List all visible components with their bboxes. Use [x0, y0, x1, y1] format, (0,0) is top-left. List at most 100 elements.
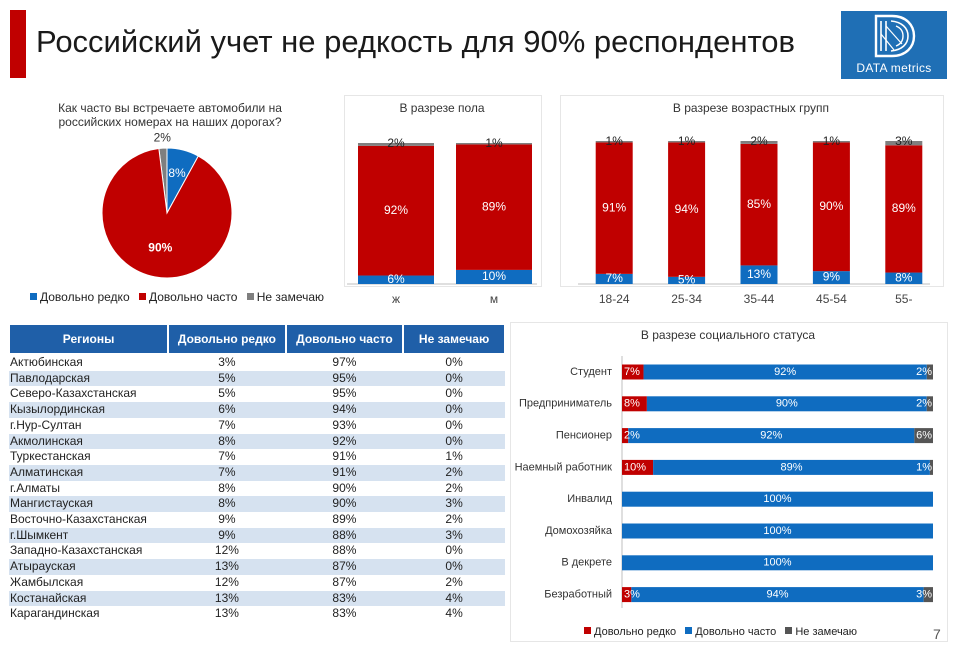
region-name-cell: Мангистауская	[9, 496, 169, 513]
pie-chart-title: Как часто вы встречаете автомобили на ро…	[58, 101, 282, 129]
bar-data-label: 90%	[776, 398, 798, 410]
legend-label-notice: Не замечаю	[795, 626, 858, 638]
logo-text: DATA metrics	[856, 61, 932, 75]
bar-segment	[885, 141, 923, 146]
value-cell: 0%	[403, 370, 505, 387]
table-row: Северо-Казахстанская 5% 95% 0%	[9, 386, 505, 402]
table-row: Алматинская 7% 91% 2%	[9, 464, 505, 481]
bar-segment	[622, 523, 933, 539]
region-name-cell: Павлодарская	[9, 370, 169, 387]
legend-swatch-notice	[785, 627, 793, 634]
region-name-cell: Кызылординская	[9, 402, 169, 418]
table-row: Карагандинская 13% 83% 4%	[9, 606, 505, 622]
value-cell: 8%	[168, 433, 286, 450]
x-tick-label: м	[490, 292, 498, 306]
y-tick-label: Инвалид	[567, 493, 612, 505]
value-cell: 91%	[332, 449, 357, 464]
page-title: Российский учет не редкость для 90% респ…	[36, 24, 796, 59]
value-cell: 4%	[445, 606, 463, 621]
pie-data-label: 90%	[148, 240, 172, 254]
pie-legend: Довольно редко Довольно часто Не замечаю	[30, 290, 330, 304]
bar-segment	[622, 587, 632, 603]
bar-data-label: 94%	[675, 202, 699, 216]
bar-segment	[358, 143, 434, 146]
col-header-often: Довольно часто	[284, 323, 405, 355]
bar-data-label: 9%	[823, 270, 841, 284]
value-cell: 0%	[445, 355, 463, 369]
x-tick-label: 25-34	[671, 292, 702, 306]
bar-data-label: 1%	[916, 461, 932, 473]
region-name-cell: Акмолинская	[9, 433, 169, 450]
value-cell: 3%	[403, 527, 505, 544]
table-row: Западно-Казахстанская 12% 88% 0%	[9, 543, 505, 559]
bar-data-label: 92%	[774, 366, 796, 378]
value-cell: 13%	[214, 606, 239, 621]
bar-segment	[653, 459, 930, 475]
pie-data-label: 2%	[154, 130, 172, 144]
bar-data-label: 6%	[387, 272, 405, 286]
bar-segment	[926, 364, 933, 380]
y-tick-label: Наемный работник	[515, 461, 613, 473]
value-cell: 94%	[285, 402, 404, 418]
value-cell: 2%	[445, 480, 463, 495]
x-tick-label: 55-	[895, 292, 912, 306]
value-cell: 95%	[285, 370, 404, 387]
legend-label-notice: Не замечаю	[256, 290, 325, 304]
value-cell: 0%	[403, 433, 505, 450]
value-cell: 13%	[168, 559, 286, 575]
bar-data-label: 2%	[387, 136, 405, 150]
value-cell: 3%	[218, 355, 236, 369]
bar-segment	[812, 142, 850, 272]
value-cell: 2%	[445, 512, 463, 527]
bar-data-label: 2%	[624, 430, 640, 442]
table-row: г.Нур-Султан 7% 93% 0%	[9, 418, 505, 434]
legend-swatch-often	[138, 293, 146, 300]
y-tick-label: Домохозяйка	[545, 525, 613, 537]
bar-segment	[812, 271, 850, 284]
bar-segment	[643, 364, 927, 380]
value-cell: 0%	[403, 559, 505, 575]
value-cell: 89%	[332, 512, 357, 527]
bar-data-label: 8%	[624, 398, 640, 410]
region-name-cell: г.Шымкент	[9, 527, 169, 544]
col-header-notice: Не замечаю	[402, 323, 506, 355]
bar-segment	[595, 142, 633, 274]
bar-segment	[595, 273, 633, 284]
bar-segment	[668, 141, 706, 143]
legend-swatch-notice	[246, 293, 254, 300]
bar-data-label: 89%	[482, 199, 506, 213]
table-row: Кызылординская 6% 94% 0%	[9, 402, 505, 418]
legend-label-often: Довольно часто	[148, 290, 238, 304]
legend-label-often: Довольно часто	[695, 626, 777, 638]
legend-swatch-rare	[584, 627, 591, 634]
bar-data-label: 3%	[895, 134, 913, 148]
bar-data-label: 92%	[760, 430, 782, 442]
bar-segment	[929, 459, 933, 475]
bar-segment	[740, 141, 778, 144]
value-cell: 90%	[332, 480, 357, 495]
regions-table: Регионы Довольно редко Довольно часто Не…	[7, 323, 506, 622]
value-cell: 7%	[218, 417, 236, 432]
bar-data-label: 2%	[916, 398, 932, 410]
age-chart-title: В разрезе возрастных групп	[672, 101, 830, 115]
bar-segment	[631, 587, 924, 603]
region-name-cell: Западно-Казахстанская	[10, 543, 143, 558]
region-name-cell: г.Алматы	[10, 480, 61, 495]
table-row: Мангистауская 8% 90% 3%	[9, 496, 505, 513]
region-name-cell: Жамбылская	[10, 574, 84, 589]
x-tick-label: 18-24	[599, 292, 630, 306]
bar-data-label: 7%	[624, 366, 640, 378]
value-cell: 5%	[168, 370, 286, 387]
value-cell: 12%	[214, 574, 239, 589]
bar-segment	[622, 364, 644, 380]
value-cell: 88%	[285, 527, 404, 544]
bar-segment	[812, 141, 850, 143]
value-cell: 87%	[285, 559, 404, 575]
bar-data-label: 85%	[747, 197, 771, 211]
legend-swatch-rare	[30, 293, 37, 300]
bar-data-label: 10%	[482, 269, 506, 283]
value-cell: 0%	[403, 402, 505, 418]
bar-data-label: 13%	[747, 267, 771, 281]
